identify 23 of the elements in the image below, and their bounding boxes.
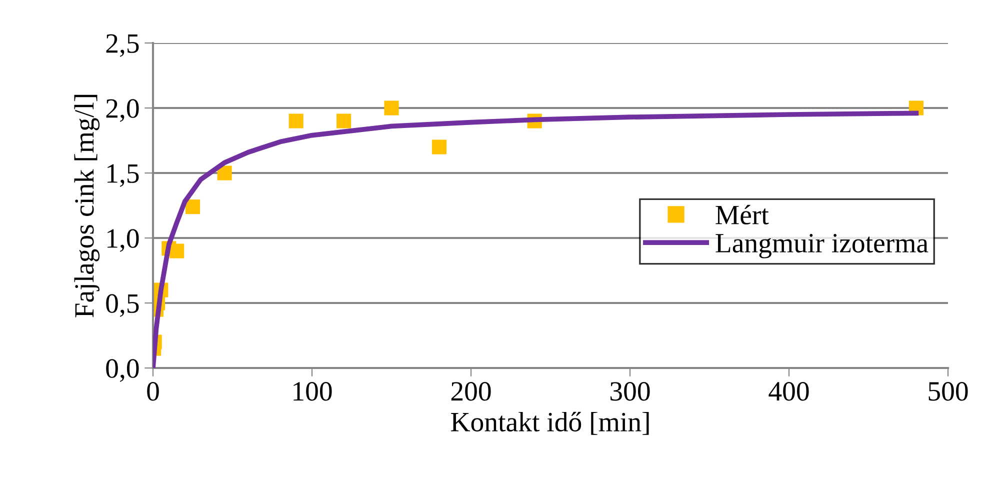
x-tick-label: 200 — [451, 382, 491, 401]
x-tick-label: 0 — [147, 382, 159, 401]
y-tick-label: 1,0 — [108, 229, 139, 252]
x-tick-label: 400 — [768, 382, 809, 401]
point — [217, 166, 232, 180]
x-axis-title: Kontakt idő [min] — [451, 412, 649, 435]
point — [336, 114, 352, 128]
y-axis-title: Fajlagos cink [mg/l] — [74, 94, 100, 318]
y-tick-label: 1,5 — [108, 164, 139, 187]
x-tick-label: 100 — [294, 382, 332, 401]
y-tick-label: 0,5 — [106, 294, 139, 317]
x-tick-label: 500 — [928, 382, 968, 401]
point — [384, 100, 399, 116]
point — [288, 114, 304, 128]
legend-label: Langmuir izoterma — [716, 234, 928, 258]
y-tick-label: 0,0 — [106, 359, 139, 382]
x-tick-label: 300 — [610, 382, 650, 401]
point — [185, 200, 200, 214]
y-tick-label: 2,0 — [106, 99, 139, 122]
y-tick-label: 2,5 — [106, 34, 139, 57]
point — [432, 140, 446, 154]
legend-label: Mért — [716, 204, 769, 224]
point — [170, 244, 184, 258]
